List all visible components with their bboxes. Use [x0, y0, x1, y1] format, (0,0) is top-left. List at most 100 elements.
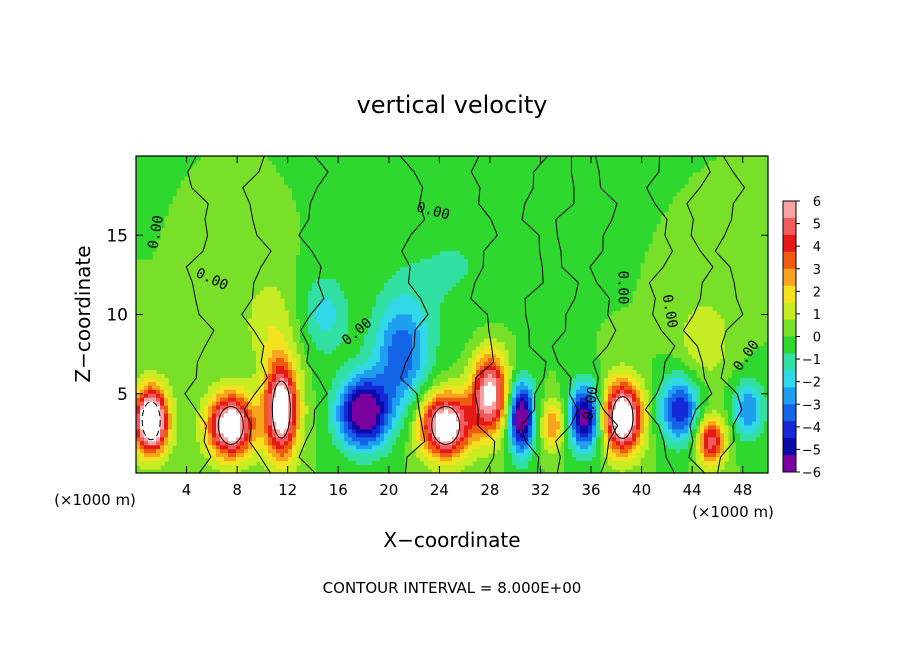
field-cell — [372, 167, 377, 173]
field-cell — [304, 346, 309, 351]
field-cell — [348, 251, 353, 256]
field-cell — [444, 235, 449, 240]
field-cell — [508, 259, 513, 264]
field-cell — [284, 159, 289, 165]
field-cell — [436, 255, 441, 260]
field-cell — [560, 251, 565, 256]
field-cell — [320, 187, 325, 193]
field-cell — [136, 235, 141, 240]
field-cell — [584, 251, 589, 256]
field-cell — [296, 314, 301, 320]
field-cell — [388, 183, 393, 189]
field-cell — [388, 338, 393, 343]
field-cell — [608, 270, 613, 276]
field-cell — [272, 286, 277, 292]
field-cell — [416, 318, 421, 324]
field-cell — [536, 342, 541, 347]
field-cell — [488, 171, 493, 177]
field-cell — [500, 310, 505, 316]
field-cell — [492, 314, 497, 320]
field-cell — [656, 159, 661, 165]
field-cell — [540, 223, 545, 228]
field-cell — [384, 358, 389, 363]
field-cell — [156, 191, 161, 197]
field-cell — [620, 239, 625, 244]
field-cell — [592, 179, 597, 185]
field-cell — [428, 322, 433, 327]
field-cell — [684, 156, 689, 161]
field-cell — [380, 286, 385, 292]
field-cell — [392, 286, 397, 292]
field-cell — [572, 239, 577, 244]
field-cell — [588, 211, 593, 217]
field-cell — [480, 342, 485, 347]
field-cell — [568, 298, 573, 304]
field-cell — [336, 231, 341, 236]
field-cell — [304, 330, 309, 335]
field-cell — [404, 199, 409, 205]
field-cell — [432, 171, 437, 177]
field-cell — [268, 298, 273, 304]
field-cell — [364, 350, 369, 355]
field-cell — [596, 183, 601, 189]
field-cell — [600, 255, 605, 260]
field-cell — [564, 302, 569, 308]
field-cell — [152, 195, 157, 201]
field-cell — [620, 167, 625, 173]
field-cell — [300, 334, 305, 339]
field-cell — [540, 187, 545, 193]
field-cell — [320, 219, 325, 224]
field-cell — [436, 195, 441, 201]
field-cell — [344, 255, 349, 260]
field-cell — [452, 282, 457, 288]
field-cell — [148, 211, 153, 217]
field-cell — [304, 266, 309, 272]
field-cell — [308, 306, 313, 312]
field-cell — [404, 354, 409, 359]
field-cell — [608, 294, 613, 300]
field-cell — [588, 350, 593, 355]
field-cell — [532, 207, 537, 213]
field-cell — [368, 163, 373, 169]
field-cell — [384, 278, 389, 284]
field-cell — [312, 227, 317, 232]
field-cell — [712, 310, 717, 316]
field-cell — [136, 195, 141, 201]
field-cell — [500, 255, 505, 260]
field-cell — [516, 350, 521, 355]
field-cell — [596, 203, 601, 209]
field-cell — [540, 314, 545, 320]
field-cell — [428, 282, 433, 288]
field-cell — [424, 159, 429, 165]
field-cell — [504, 286, 509, 292]
field-cell — [348, 243, 353, 248]
field-cell — [428, 171, 433, 177]
field-cell — [568, 342, 573, 347]
field-cell — [424, 358, 429, 363]
field-cell — [616, 278, 621, 284]
field-cell — [168, 156, 173, 161]
field-cell — [328, 338, 333, 343]
field-cell — [416, 282, 421, 288]
field-cell — [544, 156, 549, 161]
field-cell — [628, 282, 633, 288]
field-cell — [644, 223, 649, 228]
field-cell — [640, 215, 645, 220]
field-cell — [400, 187, 405, 193]
field-cell — [548, 290, 553, 296]
field-cell — [384, 171, 389, 177]
field-cell — [640, 203, 645, 209]
field-cell — [396, 251, 401, 256]
field-cell — [708, 318, 713, 324]
field-cell — [412, 346, 417, 351]
field-cell — [264, 302, 269, 308]
field-cell — [540, 302, 545, 308]
field-cell — [440, 156, 445, 161]
field-cell — [360, 302, 365, 308]
field-cell — [476, 163, 481, 169]
field-cell — [616, 159, 621, 165]
field-cell — [572, 262, 577, 268]
field-cell — [452, 187, 457, 193]
field-cell — [300, 282, 305, 288]
field-cell — [676, 156, 681, 161]
